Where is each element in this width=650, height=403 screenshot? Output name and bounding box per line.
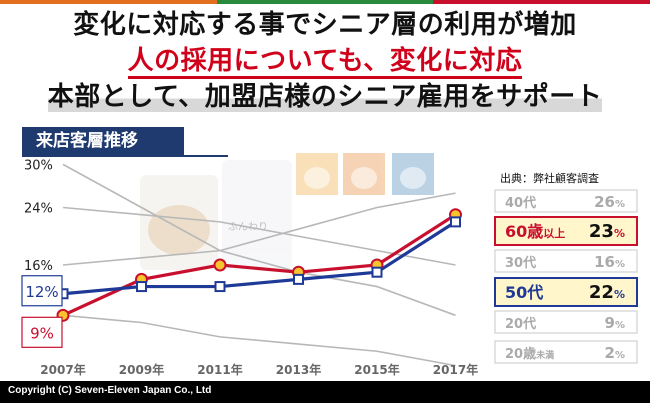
x-tick-label: 2009年	[119, 362, 164, 377]
series-line-50代	[62, 220, 457, 296]
sdg-symbol-icon	[304, 167, 330, 189]
section-underline	[22, 155, 228, 157]
series-line-40代	[62, 192, 456, 266]
start-box-50代	[21, 275, 63, 307]
legend-value-20歳未満: 2%	[605, 344, 625, 362]
legend-name-50代: 50代	[505, 283, 543, 302]
sdg-symbol-icon	[351, 167, 377, 189]
legend-box-20歳未満	[494, 340, 638, 364]
salad-package-photo	[140, 175, 218, 270]
source-note: 出典：弊社顧客調査	[500, 172, 599, 185]
x-tick-label: 2013年	[276, 362, 321, 377]
point-50代-1	[136, 281, 147, 293]
legend-name-60歳以上: 60歳以上	[505, 222, 565, 241]
stripe-red	[433, 0, 650, 4]
headline-line-3-text: 本部として、加盟店様のシニア雇用をサポート	[47, 82, 603, 112]
x-tick-label: 2015年	[354, 362, 399, 377]
legend-value-60歳以上: 23%	[589, 221, 625, 242]
legend-box-40代	[494, 189, 638, 213]
sdg-icon-work	[343, 153, 385, 195]
series-line-20代	[62, 163, 456, 317]
legend-box-60歳以上	[494, 216, 638, 246]
start-label-50代: 12%	[25, 283, 58, 301]
point-50代-2	[214, 281, 226, 293]
sdg-icon-cities	[392, 153, 434, 195]
legend-box-50代	[494, 277, 638, 307]
start-box-60歳以上	[21, 316, 63, 348]
point-60歳以上-2	[213, 258, 227, 272]
stripe-green	[217, 0, 433, 4]
section-label: 来店客層推移	[22, 127, 184, 155]
stripe-orange	[0, 0, 217, 4]
legend-name-20歳未満: 20歳未満	[505, 346, 554, 362]
point-50代-3	[293, 273, 304, 285]
series-line-30代	[62, 206, 456, 266]
legend-value-30代: 16%	[594, 253, 625, 271]
legend-box-30代	[494, 249, 638, 273]
sdg-icon-hunger	[296, 153, 338, 195]
legend-value-20代: 9%	[605, 314, 625, 332]
copyright-text: Copyright (C) Seven-Eleven Japan Co., Lt…	[8, 385, 212, 396]
start-label-20代: 30%	[24, 158, 53, 173]
legend-name-20代: 20代	[505, 316, 536, 332]
top-color-stripe	[0, 0, 650, 4]
headline-line-1: 変化に対応する事でシニア層の利用が増加	[0, 8, 650, 42]
point-50代-5	[450, 216, 461, 228]
x-tick-label: 2017年	[433, 362, 478, 377]
series-line-20歳未満	[62, 314, 456, 367]
legend-value-50代: 22%	[589, 282, 625, 303]
legend-name-40代: 40代	[505, 195, 536, 211]
sdg-symbol-icon	[400, 167, 426, 189]
legend-name-30代: 30代	[505, 255, 536, 271]
point-50代-4	[371, 266, 383, 278]
salad-image	[148, 205, 210, 255]
headline-line-3: 本部として、加盟店様のシニア雇用をサポート	[0, 80, 650, 114]
start-label-40代: 16%	[24, 259, 53, 274]
series-line-60歳以上	[62, 213, 457, 317]
headline-line-1-text: 変化に対応する事でシニア層の利用が増加	[73, 10, 577, 40]
start-label-60歳以上: 9%	[30, 324, 54, 342]
legend-box-20代	[494, 310, 638, 334]
legend-value-40代: 26%	[594, 193, 625, 211]
start-label-30代: 24%	[24, 202, 53, 217]
x-tick-label: 2007年	[40, 362, 85, 377]
copyright-footer: Copyright (C) Seven-Eleven Japan Co., Lt…	[0, 381, 650, 403]
x-tick-label: 2011年	[197, 362, 242, 377]
headline-line-2-text: 人の採用についても、変化に対応	[127, 46, 523, 79]
headline-line-2: 人の採用についても、変化に対応	[0, 44, 650, 79]
